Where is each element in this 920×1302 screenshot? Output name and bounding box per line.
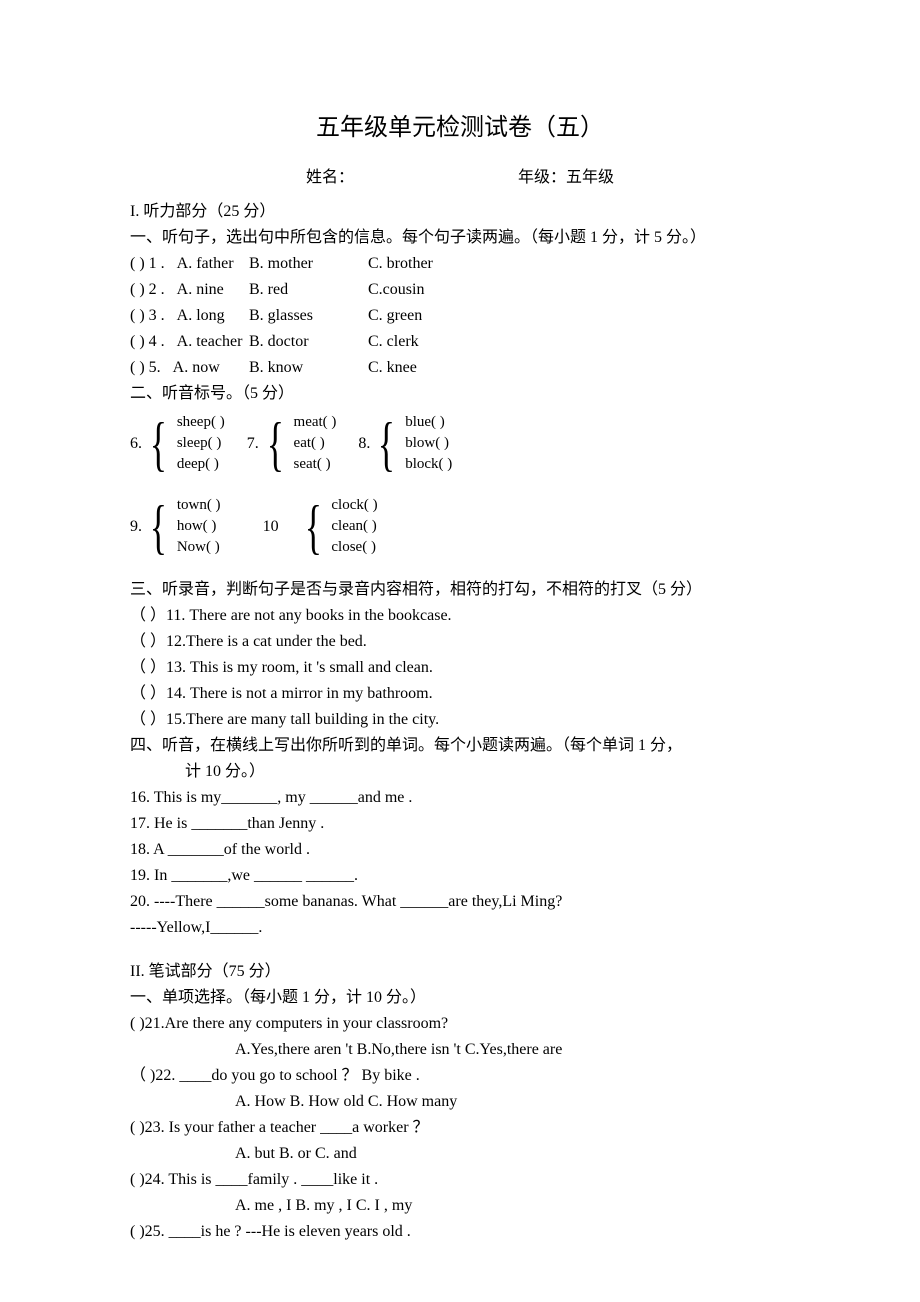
- q11: （ ）11. There are not any books in the bo…: [130, 604, 790, 628]
- q2: ( ) 2 . A. nine B. red C.cousin: [130, 278, 790, 302]
- q15: （ ）15.There are many tall building in th…: [130, 708, 790, 732]
- q21-opts: A.Yes,there aren 't B.No,there isn 't C.…: [130, 1038, 790, 1062]
- written-section-head: II. 笔试部分（75 分）: [130, 960, 790, 984]
- q3: ( ) 3 . A. long B. glasses C. green: [130, 304, 790, 328]
- sub2-head: 二、听音标号。（5 分）: [130, 382, 790, 406]
- q24-stem: ( )24. This is ____family . ____like it …: [130, 1168, 790, 1192]
- q20b: -----Yellow,I______.: [130, 916, 790, 940]
- exam-title: 五年级单元检测试卷（五）: [130, 110, 790, 146]
- q4: ( ) 4 . A. teacher B. doctor C. clerk: [130, 330, 790, 354]
- q23-stem: ( )23. Is your father a teacher ____a wo…: [130, 1116, 790, 1140]
- q25-stem: ( )25. ____is he ? ---He is eleven years…: [130, 1220, 790, 1244]
- q10: 10{ clock( )clean( )close( ): [263, 495, 378, 558]
- q16: 16. This is my_______, my ______and me .: [130, 786, 790, 810]
- name-label: 姓名：: [306, 166, 354, 190]
- q8: 8.{ blue( )blow( )block( ): [358, 412, 452, 475]
- sub4-head1: 四、听音，在横线上写出你所听到的单词。每个小题读两遍。（每个单词 1 分，: [130, 734, 790, 758]
- q1: ( ) 1 . A. father B. mother C. brother: [130, 252, 790, 276]
- q12: （ ）12.There is a cat under the bed.: [130, 630, 790, 654]
- q21-stem: ( )21.Are there any computers in your cl…: [130, 1012, 790, 1036]
- q23-opts: A. but B. or C. and: [130, 1142, 790, 1166]
- brace-row2: 9.{ town( )how( )Now( ) 10{ clock( )clea…: [130, 495, 790, 566]
- q19: 19. In _______,we ______ ______.: [130, 864, 790, 888]
- q14: （ ）14. There is not a mirror in my bathr…: [130, 682, 790, 706]
- q17: 17. He is _______than Jenny .: [130, 812, 790, 836]
- meta-row: 姓名： 年级：五年级: [130, 166, 790, 190]
- brace-row1: 6.{ sheep( )sleep( )deep( ) 7.{ meat( )e…: [130, 412, 790, 483]
- q18: 18. A _______of the world .: [130, 838, 790, 862]
- sub4-head2: 计 10 分。）: [130, 760, 790, 784]
- q20a: 20. ----There ______some bananas. What _…: [130, 890, 790, 914]
- q7: 7.{ meat( )eat( )seat( ): [247, 412, 337, 475]
- q13: （ ）13. This is my room, it 's small and …: [130, 656, 790, 680]
- sub3-head: 三、听录音，判断句子是否与录音内容相符，相符的打勾，不相符的打叉（5 分）: [130, 578, 790, 602]
- q22-opts: A. How B. How old C. How many: [130, 1090, 790, 1114]
- q6: 6.{ sheep( )sleep( )deep( ): [130, 412, 225, 475]
- mc-head: 一、单项选择。（每小题 1 分，计 10 分。）: [130, 986, 790, 1010]
- q22-stem: （ )22. ____do you go to school ？ By bike…: [130, 1064, 790, 1088]
- q24-opts: A. me , I B. my , I C. I , my: [130, 1194, 790, 1218]
- q5: ( ) 5. A. now B. know C. knee: [130, 356, 790, 380]
- sub1-head: 一、听句子，选出句中所包含的信息。每个句子读两遍。（每小题 1 分，计 5 分。…: [130, 226, 790, 250]
- q9: 9.{ town( )how( )Now( ): [130, 495, 221, 558]
- grade-label: 年级：五年级: [518, 166, 614, 190]
- listening-section-head: I. 听力部分（25 分）: [130, 200, 790, 224]
